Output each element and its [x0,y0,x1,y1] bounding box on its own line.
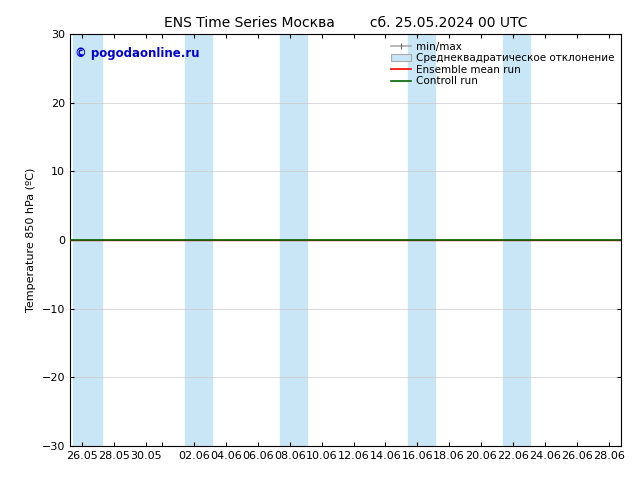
Text: © pogodaonline.ru: © pogodaonline.ru [75,47,200,60]
Title: ENS Time Series Москва        сб. 25.05.2024 00 UTC: ENS Time Series Москва сб. 25.05.2024 00… [164,16,527,30]
Bar [73,34,101,446]
Bar [408,34,435,446]
Bar [503,34,531,446]
Bar [184,34,212,446]
Legend: min/max, Среднеквадратическое отклонение, Ensemble mean run, Controll run: min/max, Среднеквадратическое отклонение… [389,40,616,88]
Y-axis label: Temperature 850 hPa (ºC): Temperature 850 hPa (ºC) [26,168,36,312]
Bar [280,34,307,446]
